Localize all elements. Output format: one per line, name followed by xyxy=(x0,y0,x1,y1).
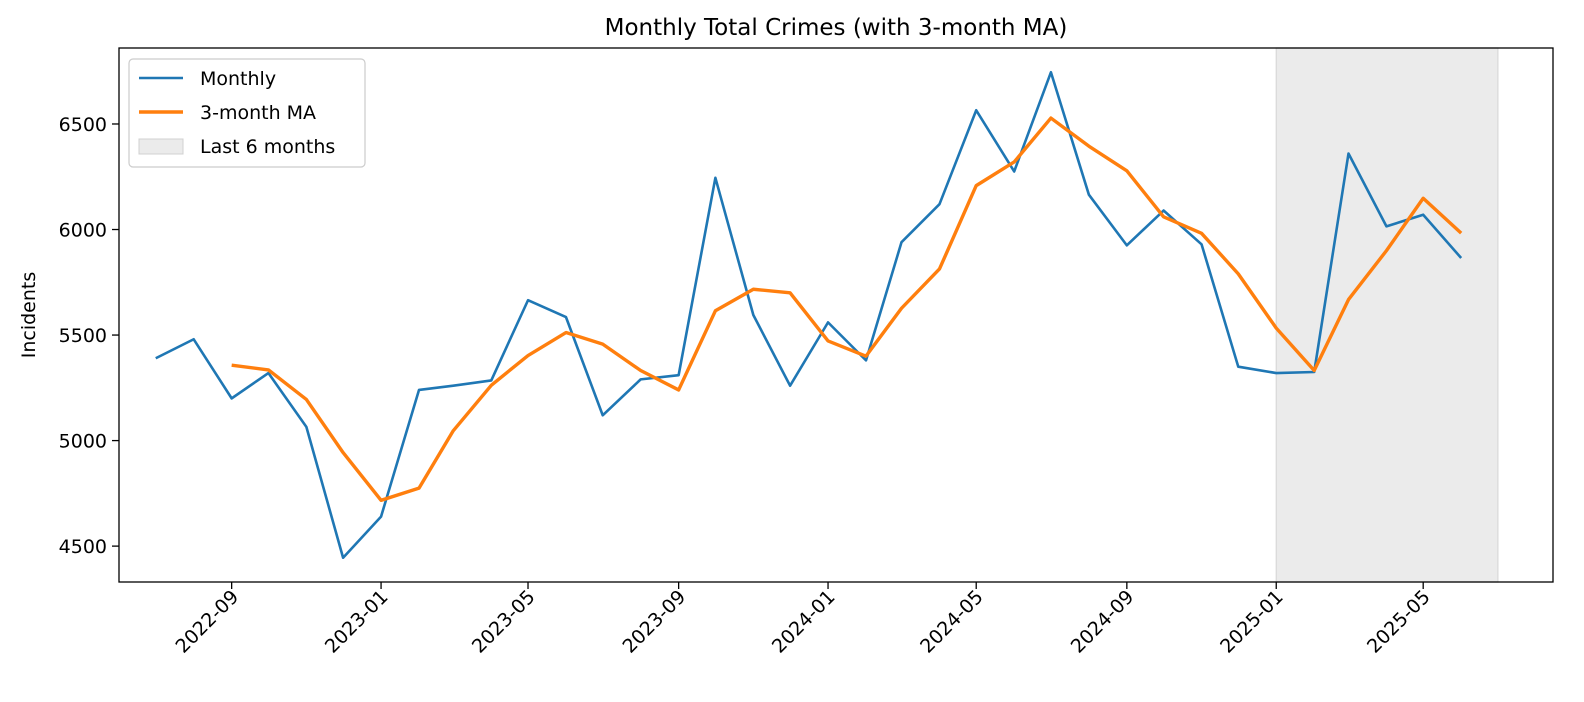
chart-title: Monthly Total Crimes (with 3-month MA) xyxy=(605,15,1068,41)
y-tick-label: 6500 xyxy=(59,114,107,136)
shaded-region-last-6-months xyxy=(1275,47,1499,583)
y-axis-label: Incidents xyxy=(18,272,40,359)
y-axis: 4500 5000 5500 6000 6500 xyxy=(59,114,119,558)
y-tick-label: 4500 xyxy=(59,536,107,558)
legend-box xyxy=(128,58,366,168)
series-layer xyxy=(155,70,1463,560)
shaded-region-layer xyxy=(1275,47,1499,583)
y-tick-label: 5000 xyxy=(59,431,107,453)
legend-swatch xyxy=(138,138,184,155)
y-tick-label: 5500 xyxy=(59,325,107,347)
legend-label: 3-month MA xyxy=(200,102,316,124)
y-tick-label: 6000 xyxy=(59,220,107,242)
series-line-monthly xyxy=(155,70,1463,560)
legend: Monthly 3-month MA Last 6 months xyxy=(128,58,366,168)
legend-label: Last 6 months xyxy=(200,136,335,158)
legend-label: Monthly xyxy=(200,68,276,90)
plot-frame xyxy=(118,47,1554,583)
series-line-3-month-ma xyxy=(231,116,1463,503)
